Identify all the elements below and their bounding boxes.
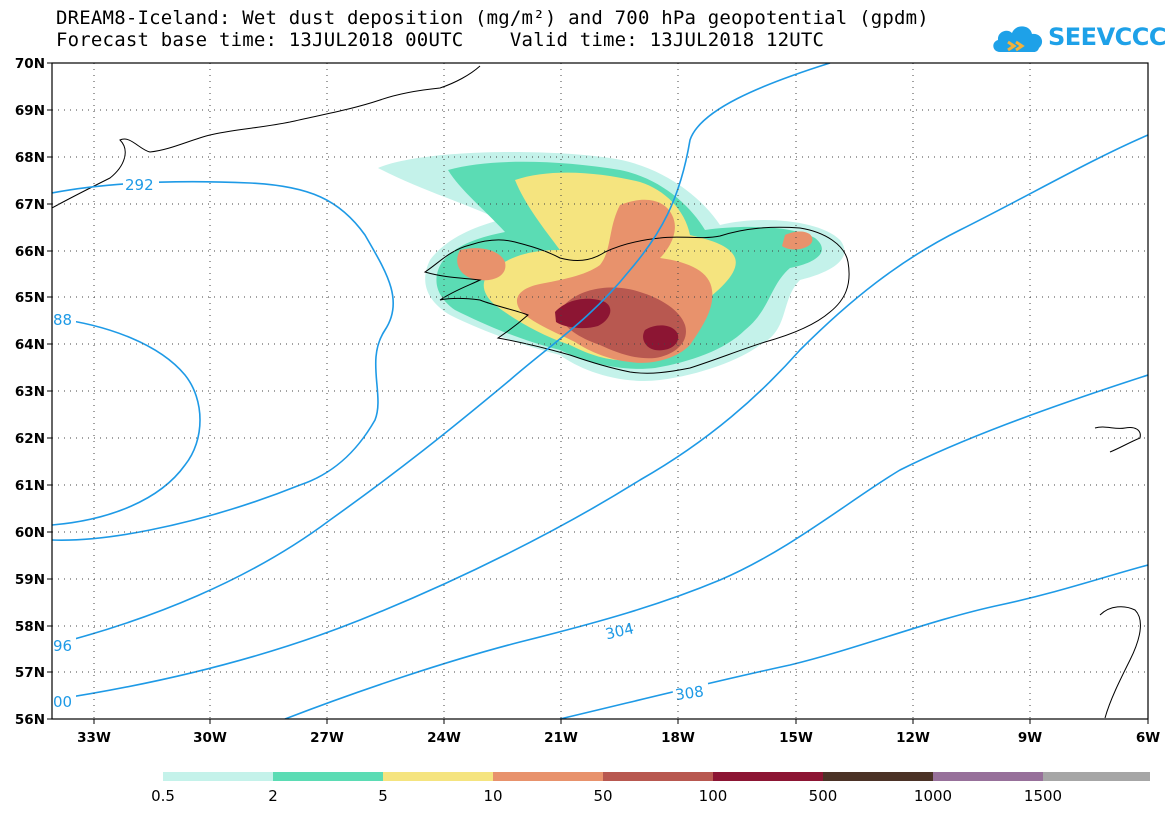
map-title: DREAM8-Iceland: Wet dust deposition (mg/… — [56, 7, 929, 29]
legend-swatch — [273, 772, 383, 781]
cloud-logo-icon — [993, 26, 1043, 52]
lat-label: 66N — [15, 244, 45, 260]
scotland-coast — [1099, 606, 1141, 719]
contour-300 — [52, 134, 1148, 701]
plot-area: 292 88 96 00 304 308 — [52, 63, 1148, 719]
contour-label: 308 — [674, 682, 705, 704]
contour-292 — [52, 180, 395, 541]
map-subtitle: Forecast base time: 13JUL2018 00UTC Vali… — [56, 29, 825, 51]
dust-shade-10c — [782, 231, 813, 250]
legend-label: 100 — [699, 787, 728, 805]
legend-swatch — [383, 772, 493, 781]
lon-label: 33W — [77, 730, 111, 746]
legend-swatch — [163, 772, 273, 781]
lat-label: 58N — [15, 619, 45, 635]
contour-296 — [52, 63, 831, 646]
legend-swatch — [823, 772, 933, 781]
lat-label: 56N — [15, 712, 45, 728]
lat-label: 67N — [15, 197, 45, 213]
longitude-labels: 33W 30W 27W 24W 21W 18W 15W 12W 9W 6W — [77, 730, 1160, 746]
contour-label: 292 — [125, 176, 154, 194]
lon-label: 12W — [896, 730, 930, 746]
lat-label: 70N — [15, 56, 45, 72]
lat-label: 57N — [15, 665, 45, 681]
legend-label: 500 — [809, 787, 838, 805]
lat-label: 59N — [15, 572, 45, 588]
axis-ticks — [47, 62, 1149, 724]
lon-label: 27W — [310, 730, 344, 746]
iceland-coast — [423, 226, 850, 374]
lat-label: 69N — [15, 103, 45, 119]
lat-label: 65N — [15, 290, 45, 306]
contour-label: 88 — [53, 311, 72, 329]
seevccc-logo: SEEVCCC — [990, 20, 1167, 58]
legend-label: 1000 — [914, 787, 952, 805]
lon-label: 18W — [661, 730, 695, 746]
legend-label: 2 — [268, 787, 278, 805]
dust-deposition-field — [378, 152, 845, 381]
legend-label: 50 — [593, 787, 612, 805]
graticule — [52, 63, 1148, 719]
lat-label: 60N — [15, 525, 45, 541]
legend-colorbar — [163, 772, 1150, 781]
legend-label: 1500 — [1024, 787, 1062, 805]
contour-labels: 292 88 96 00 304 308 — [52, 176, 711, 711]
latitude-labels: 70N 69N 68N 67N 66N 65N 64N 63N 62N 61N … — [15, 56, 45, 728]
contour-label: 96 — [53, 637, 72, 655]
lat-label: 62N — [15, 431, 45, 447]
contour-label: 00 — [53, 693, 72, 711]
lon-label: 30W — [193, 730, 227, 746]
dust-shade-10b — [457, 248, 506, 281]
lat-label: 68N — [15, 150, 45, 166]
legend-swatch — [933, 772, 1043, 781]
legend-label: 10 — [483, 787, 502, 805]
legend-swatch — [603, 772, 713, 781]
faroe-coast — [1094, 426, 1141, 453]
contour-308 — [559, 564, 1148, 719]
lon-label: 9W — [1018, 730, 1042, 746]
greenland-coast — [52, 65, 481, 209]
lon-label: 6W — [1136, 730, 1160, 746]
logo-text: SEEVCCC — [1048, 23, 1167, 51]
contour-304 — [284, 374, 1148, 719]
lat-label: 61N — [15, 478, 45, 494]
lon-label: 21W — [544, 730, 578, 746]
legend-swatch — [493, 772, 603, 781]
coastlines — [52, 65, 1141, 719]
legend-label: 5 — [378, 787, 388, 805]
lon-label: 24W — [427, 730, 461, 746]
legend-swatch — [1043, 772, 1150, 781]
lon-label: 15W — [779, 730, 813, 746]
legend-swatch — [713, 772, 823, 781]
legend-labels: 0.5 2 5 10 50 100 500 1000 1500 — [151, 787, 1062, 805]
geopotential-contours — [52, 63, 1148, 719]
contour-288 — [52, 317, 201, 526]
lat-label: 63N — [15, 384, 45, 400]
lat-label: 64N — [15, 337, 45, 353]
contour-label: 304 — [604, 619, 636, 643]
legend-label: 0.5 — [151, 787, 175, 805]
dust-shade-100b — [643, 325, 679, 351]
